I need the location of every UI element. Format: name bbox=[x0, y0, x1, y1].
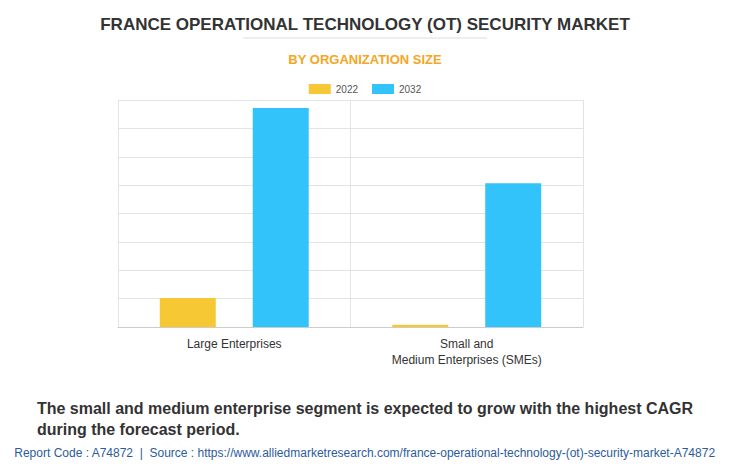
svg-text:Small and: Small and bbox=[440, 337, 493, 351]
svg-text:2022: 2022 bbox=[336, 84, 359, 95]
svg-text:FRANCE OPERATIONAL TECHNOLOGY: FRANCE OPERATIONAL TECHNOLOGY (OT) SECUR… bbox=[100, 15, 630, 34]
svg-text:BY ORGANIZATION SIZE: BY ORGANIZATION SIZE bbox=[288, 52, 442, 67]
svg-text:during the forecast period.: during the forecast period. bbox=[37, 421, 240, 438]
svg-text:Medium Enterprises (SMEs): Medium Enterprises (SMEs) bbox=[392, 353, 542, 367]
svg-text:2032: 2032 bbox=[399, 84, 422, 95]
svg-text:Report Code : A74872 | Sourc: Report Code : A74872 | Source : https://… bbox=[14, 446, 715, 460]
svg-text:The small and medium enterpris: The small and medium enterprise segment … bbox=[37, 400, 694, 417]
svg-text:Large Enterprises: Large Enterprises bbox=[187, 337, 282, 351]
